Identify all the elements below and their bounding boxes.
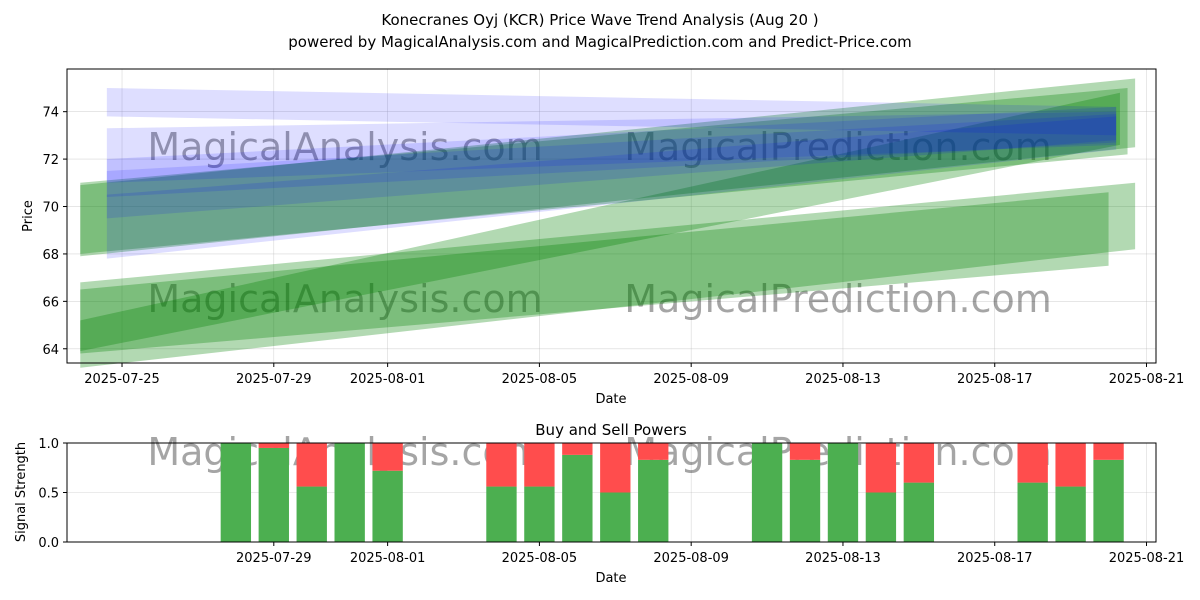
power-y-tick-label: 0.5	[38, 487, 59, 502]
buy-power-bar	[220, 443, 252, 542]
buy-power-bar	[1055, 486, 1086, 542]
watermark-analysis-bottom: MagicalAnalysis.com	[147, 277, 542, 321]
buy-power-bar	[600, 492, 631, 542]
buy-power-bar	[562, 454, 593, 542]
power-x-tick-label: 2025-08-17	[957, 551, 1033, 566]
price-y-tick-label: 70	[42, 201, 59, 216]
price-plot-frame	[66, 68, 1157, 364]
green-trend-band	[80, 192, 1109, 354]
power-y-label: Signal Strength	[14, 442, 29, 542]
price-panel: MagicalAnalysis.com MagicalPrediction.co…	[21, 68, 1184, 407]
price-y-tick-label: 68	[42, 248, 59, 263]
price-y-ticks: 64 66 68 70 72 74	[42, 106, 67, 358]
power-x-label: Date	[595, 571, 626, 586]
buy-power-bar	[486, 486, 517, 542]
buy-power-bar	[1017, 482, 1048, 542]
price-x-tick-label: 2025-08-17	[957, 372, 1033, 387]
chart-subtitle: powered by MagicalAnalysis.com and Magic…	[288, 33, 912, 51]
watermark-prediction-top: MagicalPrediction.com	[624, 125, 1052, 169]
price-y-tick-label: 72	[42, 153, 59, 168]
sell-power-bar	[903, 443, 935, 483]
buy-power-bar	[524, 486, 555, 542]
buy-power-bar	[258, 447, 289, 542]
buy-power-bar	[865, 492, 897, 542]
sell-power-bar	[1055, 443, 1086, 487]
power-x-ticks: 2025-07-29 2025-08-01 2025-08-05 2025-08-09…	[236, 542, 1184, 566]
power-x-tick-label: 2025-08-01	[350, 551, 426, 566]
power-y-ticks: 0.0 0.5 1.0	[38, 437, 67, 551]
chart-title: Konecranes Oyj (KCR) Price Wave Trend An…	[381, 11, 818, 29]
power-bars	[220, 443, 1124, 542]
blue-trend-band	[106, 111, 1117, 183]
price-y-label: Price	[21, 200, 36, 232]
sell-power-bar	[1017, 443, 1048, 483]
sell-power-bar	[372, 443, 403, 471]
power-title: Buy and Sell Powers	[535, 421, 687, 439]
power-panel: Buy and Sell Powers MagicalAnalysis.com …	[14, 421, 1184, 586]
price-x-tick-label: 2025-08-01	[350, 372, 426, 387]
power-y-tick-label: 1.0	[38, 437, 59, 452]
price-x-tick-label: 2025-08-09	[653, 372, 729, 387]
sell-power-bar	[296, 443, 327, 487]
power-y-tick-label: 0.0	[38, 536, 59, 551]
power-x-tick-label: 2025-08-05	[502, 551, 578, 566]
price-x-label: Date	[595, 392, 626, 407]
green-trend-band	[80, 87, 1128, 254]
price-y-tick-label: 74	[42, 106, 59, 121]
sell-power-bar	[562, 443, 593, 455]
buy-power-bar	[296, 486, 327, 542]
price-x-tick-label: 2025-07-29	[236, 372, 312, 387]
buy-power-bar	[827, 443, 859, 542]
price-watermarks: MagicalAnalysis.com MagicalPrediction.co…	[147, 125, 1051, 321]
power-x-tick-label: 2025-08-13	[805, 551, 881, 566]
green-bands	[80, 78, 1136, 368]
buy-power-bar	[638, 459, 669, 542]
green-trend-band	[80, 78, 1136, 257]
buy-power-bar	[1093, 459, 1124, 542]
price-x-tick-label: 2025-08-21	[1109, 372, 1185, 387]
price-y-tick-label: 66	[42, 295, 59, 310]
blue-trend-band	[106, 106, 1117, 198]
green-trend-band	[80, 92, 1120, 352]
power-x-tick-label: 2025-08-21	[1109, 551, 1185, 566]
blue-trend-band	[106, 114, 1117, 219]
sell-power-bar	[486, 443, 517, 487]
sell-power-bar	[600, 443, 631, 493]
green-trend-band	[80, 182, 1136, 368]
power-x-tick-label: 2025-08-09	[653, 551, 729, 566]
price-x-ticks: 2025-07-25 2025-07-29 2025-08-01 2025-08-05…	[84, 363, 1184, 387]
buy-power-bar	[372, 470, 403, 542]
price-grid	[67, 69, 1156, 363]
sell-power-bar	[524, 443, 555, 487]
sell-power-bar	[258, 443, 289, 448]
price-x-tick-label: 2025-08-13	[805, 372, 881, 387]
blue-trend-band	[106, 87, 1117, 136]
price-x-tick-label: 2025-07-25	[84, 372, 160, 387]
watermark-analysis-top: MagicalAnalysis.com	[147, 125, 542, 169]
sell-power-bar	[1093, 443, 1124, 460]
buy-power-bar	[789, 459, 821, 542]
watermark-prediction-bottom: MagicalPrediction.com	[624, 277, 1052, 321]
blue-bands	[106, 87, 1117, 259]
blue-trend-band	[106, 116, 1117, 259]
price-y-tick-label: 64	[42, 343, 59, 358]
sell-power-bar	[789, 443, 821, 460]
sell-power-bar	[865, 443, 897, 493]
sell-power-bar	[638, 443, 669, 460]
buy-power-bar	[334, 443, 365, 542]
power-x-tick-label: 2025-07-29	[236, 551, 312, 566]
price-x-tick-label: 2025-08-05	[502, 372, 578, 387]
buy-power-bar	[751, 443, 783, 542]
buy-power-bar	[903, 482, 935, 542]
